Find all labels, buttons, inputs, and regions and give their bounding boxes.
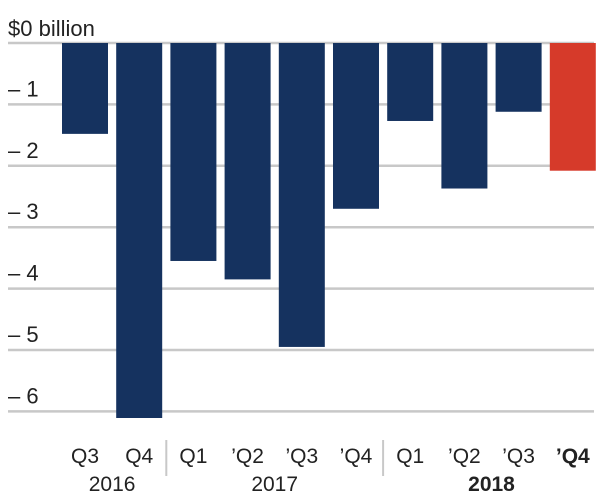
category-label: ’Q4 <box>556 445 590 468</box>
category-label: Q4 <box>125 445 153 468</box>
category-label: ’Q2 <box>231 445 264 468</box>
bar <box>116 43 163 418</box>
y-tick-label: – 2 <box>8 138 39 163</box>
y-axis-title: $0 billion <box>8 16 95 41</box>
y-tick-label: – 1 <box>8 76 39 101</box>
x-axis: Q3 Q4 Q1 ’Q2 ’Q3 ’Q4 Q1 ’Q2 ’Q3 ’Q4 2016 2017 2018 <box>71 440 590 496</box>
bar <box>441 43 488 189</box>
category-label: Q3 <box>71 445 99 468</box>
bar <box>495 43 542 112</box>
bar <box>278 43 325 347</box>
y-tick-label: – 6 <box>8 383 39 408</box>
y-tick-label: – 3 <box>8 199 39 224</box>
year-label: 2018 <box>468 473 515 496</box>
category-label: ’Q4 <box>340 445 373 468</box>
category-label: Q1 <box>396 445 424 468</box>
category-label: ’Q3 <box>502 445 535 468</box>
y-tick-label: – 5 <box>8 322 39 347</box>
year-label: 2016 <box>89 473 136 496</box>
y-axis: $0 billion – 1 – 2 – 3 – 4 – 5 – 6 <box>8 16 95 408</box>
bar <box>387 43 434 121</box>
category-label: Q1 <box>179 445 207 468</box>
bars <box>62 43 596 418</box>
bar <box>170 43 217 261</box>
bar <box>224 43 271 280</box>
y-tick-label: – 4 <box>8 261 39 286</box>
bar-highlight <box>549 43 596 171</box>
year-label: 2017 <box>251 473 298 496</box>
bar <box>62 43 108 134</box>
category-label: ’Q3 <box>285 445 318 468</box>
category-label: ’Q2 <box>448 445 481 468</box>
bar <box>333 43 379 209</box>
